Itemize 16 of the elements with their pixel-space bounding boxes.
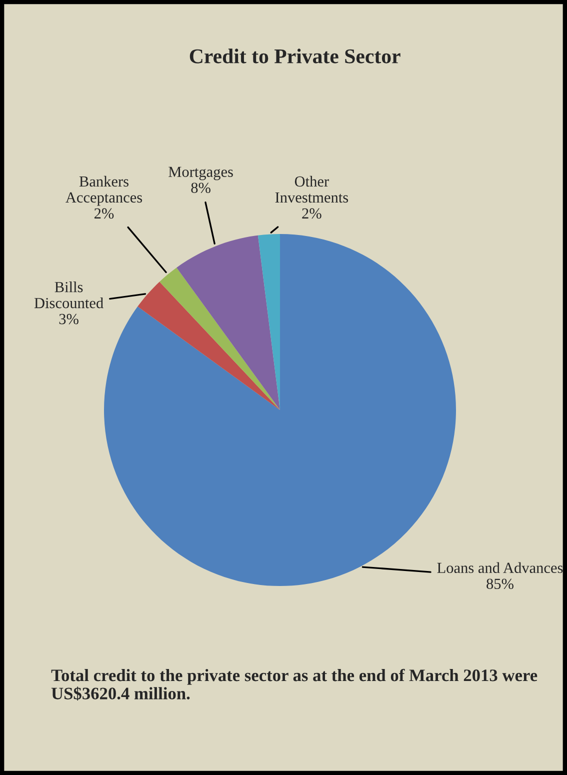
data-label: 2% <box>94 208 114 219</box>
data-label: 8% <box>191 182 210 194</box>
slice-label: Mortgages <box>168 166 233 180</box>
data-label: 3% <box>59 314 78 324</box>
pie-slice <box>138 282 280 410</box>
slice-label: Bills Discounted <box>34 281 104 308</box>
chart-title: Credit to Private Sector <box>190 48 400 64</box>
slice-label: Bankers Acceptances <box>66 176 142 206</box>
data-label: 85% <box>486 578 514 590</box>
pie-slice <box>160 268 280 410</box>
pie-slice <box>258 234 280 410</box>
slice-label: Loans and Advances <box>437 562 563 574</box>
slice-label: Other Investments <box>275 176 348 203</box>
pie-slice <box>176 235 280 410</box>
text: Total credit to the private sector as at the end of March 2013 were US$3620.4 million. <box>51 668 538 701</box>
data-label: 2% <box>302 208 322 219</box>
